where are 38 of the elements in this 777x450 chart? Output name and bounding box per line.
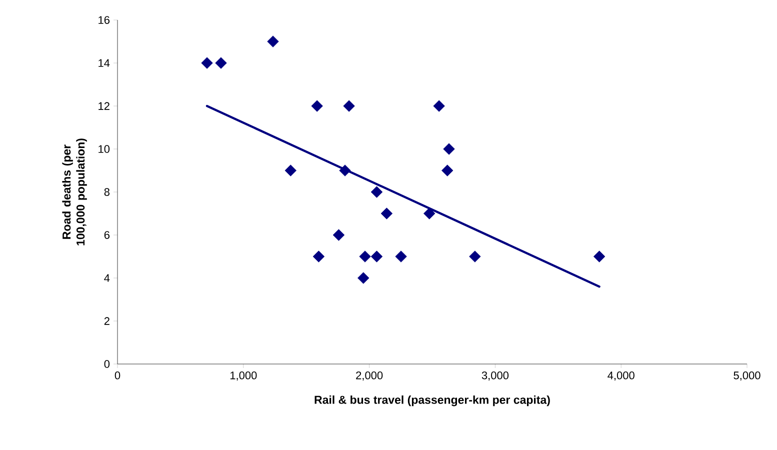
y-tick-label: 14: [98, 59, 110, 67]
point: [343, 100, 355, 112]
y-tick-label: 2: [104, 317, 110, 325]
y-tick-label: 8: [104, 188, 110, 196]
point: [312, 250, 325, 262]
point: [469, 250, 481, 262]
point: [424, 208, 436, 220]
point: [380, 208, 393, 220]
point: [593, 250, 606, 262]
point: [339, 164, 351, 176]
x-tick-label: 1,000: [230, 372, 257, 381]
point: [370, 250, 383, 262]
y-tick-label: 4: [104, 274, 110, 282]
x-tick-label: 3,000: [482, 372, 509, 381]
point: [442, 164, 454, 176]
point: [433, 100, 445, 112]
x-tick-label: 4,000: [608, 372, 634, 381]
point: [215, 57, 227, 69]
y-tick-label: 12: [98, 102, 110, 110]
point: [358, 272, 370, 284]
y-tick-label: 16: [98, 16, 110, 24]
point: [395, 250, 407, 262]
point: [201, 57, 213, 69]
point: [332, 229, 345, 241]
point: [284, 164, 296, 176]
y-tick-label: 6: [104, 231, 110, 239]
y-tick-label: 0: [104, 360, 110, 368]
x-tick-label: 0: [114, 372, 120, 380]
y-tick-label: 10: [98, 145, 110, 153]
point: [267, 36, 279, 48]
point: [370, 186, 383, 198]
point: [443, 143, 455, 155]
point: [359, 250, 371, 262]
y-axis-title: Road deaths (per 100,000 population): [62, 138, 87, 246]
x-tick-label: 2,000: [356, 372, 383, 381]
point: [311, 100, 323, 112]
x-tick-label: 5,000: [734, 372, 760, 381]
x-axis-title: Rail & bus travel (passenger-km per capita): [314, 395, 550, 406]
